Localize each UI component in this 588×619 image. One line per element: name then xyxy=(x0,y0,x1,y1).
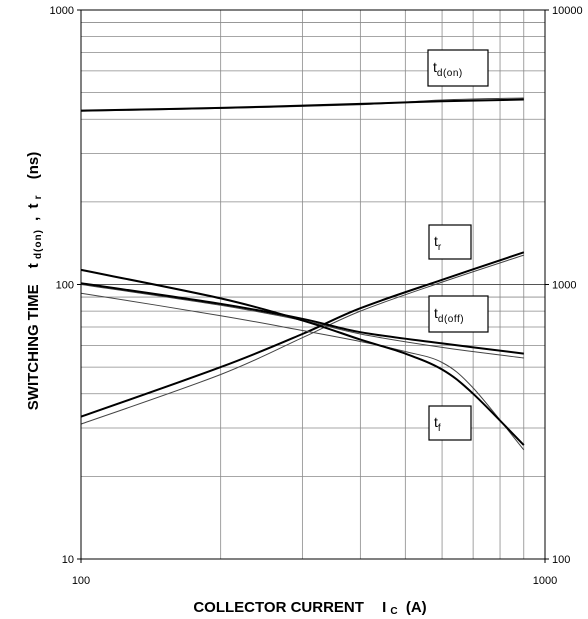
label-box-frame xyxy=(427,49,489,87)
label-box-tf: tf xyxy=(428,405,472,441)
series-label-main: t xyxy=(434,414,438,430)
series-label-main: t xyxy=(434,233,438,249)
series-label-tr: tr xyxy=(434,233,442,253)
series-label-td-off-: td(off) xyxy=(434,305,464,325)
curve-td-off- xyxy=(80,282,524,355)
x-axis-title-main: COLLECTOR CURRENT xyxy=(193,599,364,616)
label-box-tr: tr xyxy=(428,224,472,260)
y-axis-title-symbol2: t xyxy=(25,204,42,209)
x-axis-title-sub: C xyxy=(390,606,397,617)
x-tick-label: 1000 xyxy=(533,575,557,587)
y-tick-label: 10 xyxy=(62,554,74,566)
y-axis-title-unit: (ns) xyxy=(25,152,42,180)
y-tick-label: 1000 xyxy=(50,5,74,17)
tick-labels: 100 1000 10 100 1000 100 1000 10000 xyxy=(50,5,583,587)
label-box-frame xyxy=(428,405,472,441)
y-axis-title: SWITCHING TIME t d(on) , t r (ns) xyxy=(25,152,45,410)
curve-tr-secondary xyxy=(80,254,524,425)
series-label-td-on-: td(on) xyxy=(433,59,463,79)
y-axis-title-main: SWITCHING TIME xyxy=(25,284,42,410)
series-label-tf: tf xyxy=(434,414,441,434)
curve-td-on- xyxy=(80,98,524,112)
x-tick-label: 100 xyxy=(72,575,90,587)
x-axis-title: COLLECTOR CURRENT I C (A) xyxy=(193,599,426,618)
series-label-main: t xyxy=(434,305,438,321)
series-label-main: t xyxy=(433,59,437,75)
series-label-sub: r xyxy=(438,242,442,253)
x-axis-title-symbol: I xyxy=(382,599,386,616)
y-axis-title-sub1: d(on) xyxy=(33,229,44,259)
curve-tf xyxy=(80,268,525,446)
series-label-sub: f xyxy=(438,423,441,434)
right-y-tick-label: 1000 xyxy=(552,280,576,292)
y-tick-label: 100 xyxy=(56,280,74,292)
right-y-tick-label: 100 xyxy=(552,554,570,566)
curve-td-off--secondary xyxy=(80,284,524,359)
y-axis-title-symbol1: t xyxy=(25,263,42,268)
label-box-frame xyxy=(428,224,472,260)
x-axis-title-unit: (A) xyxy=(406,599,427,616)
label-box-td-off-: td(off) xyxy=(428,295,489,333)
y-axis-title-sep: , xyxy=(25,217,42,221)
right-y-tick-label: 10000 xyxy=(552,5,583,17)
curves xyxy=(80,97,525,451)
series-label-sub: d(off) xyxy=(438,314,464,325)
label-box-frame xyxy=(428,295,489,333)
y-axis-title-sub2: r xyxy=(33,195,44,199)
label-box-td-on-: td(on) xyxy=(427,49,489,87)
series-label-sub: d(on) xyxy=(437,68,463,79)
